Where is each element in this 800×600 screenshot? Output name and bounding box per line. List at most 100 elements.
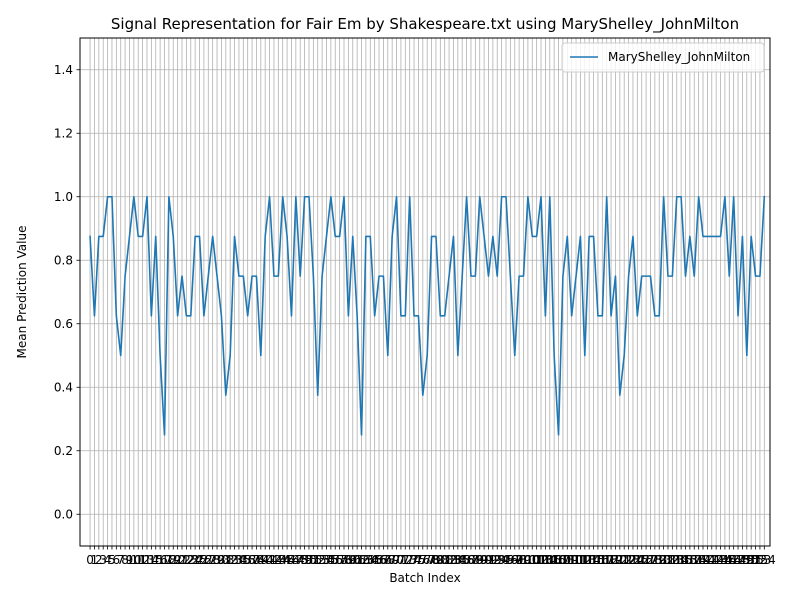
x-tick-label: 7 bbox=[117, 553, 125, 567]
x-tick-label: 83 bbox=[446, 553, 461, 567]
x-tick-label: 23 bbox=[183, 553, 198, 567]
x-tick-label: 85 bbox=[455, 553, 470, 567]
x-tick-label: 41 bbox=[262, 553, 277, 567]
x-tick-label: 1 bbox=[91, 553, 99, 567]
x-tick-label: 154 bbox=[753, 553, 776, 567]
x-tick-label: 100 bbox=[516, 553, 539, 567]
x-tick-label: 48 bbox=[293, 553, 308, 567]
y-tick-label: 0.0 bbox=[54, 507, 73, 521]
x-tick-label: 121 bbox=[608, 553, 631, 567]
x-tick-label: 24 bbox=[188, 553, 203, 567]
x-tick-label: 138 bbox=[683, 553, 706, 567]
x-tick-label: 27 bbox=[201, 553, 216, 567]
x-tick-label: 51 bbox=[306, 553, 321, 567]
x-tick-label: 149 bbox=[731, 553, 754, 567]
x-tick-label: 55 bbox=[323, 553, 338, 567]
x-tick-label: 5 bbox=[108, 553, 116, 567]
x-tick-label: 25 bbox=[192, 553, 207, 567]
x-tick-label: 39 bbox=[253, 553, 268, 567]
x-tick-label: 79 bbox=[428, 553, 443, 567]
x-tick-label: 0 bbox=[86, 553, 94, 567]
x-tick-label: 143 bbox=[705, 553, 728, 567]
x-tick-label: 142 bbox=[700, 553, 723, 567]
x-tick-label: 44 bbox=[275, 553, 290, 567]
x-tick-label: 11 bbox=[131, 553, 146, 567]
x-tick-label: 69 bbox=[385, 553, 400, 567]
x-tick-label: 81 bbox=[437, 553, 452, 567]
x-tick-label: 133 bbox=[661, 553, 684, 567]
x-tick-label: 60 bbox=[345, 553, 360, 567]
x-tick-label: 107 bbox=[547, 553, 570, 567]
x-tick-label: 123 bbox=[617, 553, 640, 567]
x-tick-label: 98 bbox=[511, 553, 526, 567]
x-tick-label: 16 bbox=[152, 553, 167, 567]
series-layer bbox=[89, 195, 766, 436]
x-tick-label: 12 bbox=[135, 553, 150, 567]
x-tick-label: 146 bbox=[718, 553, 741, 567]
x-tick-label: 2 bbox=[95, 553, 103, 567]
x-tick-label: 95 bbox=[498, 553, 513, 567]
x-tick-label: 65 bbox=[367, 553, 382, 567]
x-tick-label: 32 bbox=[223, 553, 238, 567]
x-tick-label: 56 bbox=[328, 553, 343, 567]
x-tick-label: 90 bbox=[476, 553, 491, 567]
x-tick-label: 148 bbox=[727, 553, 750, 567]
x-tick-label: 17 bbox=[157, 553, 172, 567]
x-tick-label: 86 bbox=[459, 553, 474, 567]
x-tick-label: 70 bbox=[389, 553, 404, 567]
legend-label: MaryShelley_JohnMilton bbox=[608, 50, 750, 64]
x-tick-label: 22 bbox=[179, 553, 194, 567]
x-tick-label: 58 bbox=[336, 553, 351, 567]
x-tick-label: 82 bbox=[441, 553, 456, 567]
x-tick-label: 99 bbox=[516, 553, 531, 567]
x-tick-label: 139 bbox=[687, 553, 710, 567]
x-tick-label: 64 bbox=[363, 553, 378, 567]
x-tick-label: 10 bbox=[126, 553, 141, 567]
x-tick-label: 92 bbox=[485, 553, 500, 567]
chart-title: Signal Representation for Fair Em by Sha… bbox=[111, 15, 739, 34]
x-tick-label: 67 bbox=[376, 553, 391, 567]
x-tick-label: 152 bbox=[744, 553, 767, 567]
x-tick-label: 120 bbox=[604, 553, 627, 567]
x-tick-label: 131 bbox=[652, 553, 675, 567]
x-tick-label: 96 bbox=[503, 553, 518, 567]
x-tick-label: 78 bbox=[424, 553, 439, 567]
x-tick-label: 57 bbox=[332, 553, 347, 567]
y-tick-label: 0.4 bbox=[54, 380, 73, 394]
x-tick-label: 103 bbox=[530, 553, 553, 567]
x-tick-label: 147 bbox=[722, 553, 745, 567]
x-tick-label: 73 bbox=[402, 553, 417, 567]
x-tick-label: 137 bbox=[678, 553, 701, 567]
x-tick-label: 108 bbox=[551, 553, 574, 567]
x-tick-label: 136 bbox=[674, 553, 697, 567]
x-tick-label: 8 bbox=[121, 553, 129, 567]
x-tick-label: 6 bbox=[113, 553, 121, 567]
x-tick-label: 66 bbox=[371, 553, 386, 567]
x-tick-label: 21 bbox=[174, 553, 189, 567]
x-tick-label: 104 bbox=[534, 553, 557, 567]
x-tick-label: 18 bbox=[161, 553, 176, 567]
y-gridlines bbox=[80, 69, 770, 515]
x-tick-label: 128 bbox=[639, 553, 662, 567]
x-tick-label: 113 bbox=[573, 553, 596, 567]
x-tick-label: 106 bbox=[543, 553, 566, 567]
x-tick-label: 77 bbox=[420, 553, 435, 567]
legend: MaryShelley_JohnMilton bbox=[561, 42, 765, 73]
y-tick-label: 1.2 bbox=[54, 126, 73, 140]
x-tick-label: 84 bbox=[450, 553, 465, 567]
x-tick-label: 63 bbox=[358, 553, 373, 567]
x-tick-label: 118 bbox=[595, 553, 618, 567]
x-tick-label: 110 bbox=[560, 553, 583, 567]
x-tick-label: 54 bbox=[319, 553, 334, 567]
x-tick-label: 97 bbox=[507, 553, 522, 567]
x-tick-label: 94 bbox=[494, 553, 509, 567]
x-tick-label: 116 bbox=[586, 553, 609, 567]
x-tick-label: 47 bbox=[288, 553, 303, 567]
x-gridlines bbox=[89, 38, 765, 546]
y-tick-label: 0.8 bbox=[54, 253, 73, 267]
x-axis-label: Batch Index bbox=[389, 571, 460, 585]
x-tick-label: 59 bbox=[341, 553, 356, 567]
x-tick-label: 117 bbox=[591, 553, 614, 567]
x-tick-label: 43 bbox=[271, 553, 286, 567]
